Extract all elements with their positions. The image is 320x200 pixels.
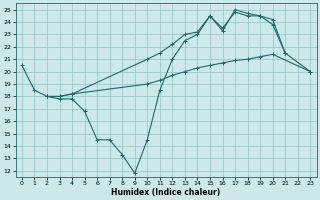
X-axis label: Humidex (Indice chaleur): Humidex (Indice chaleur) (111, 188, 221, 197)
